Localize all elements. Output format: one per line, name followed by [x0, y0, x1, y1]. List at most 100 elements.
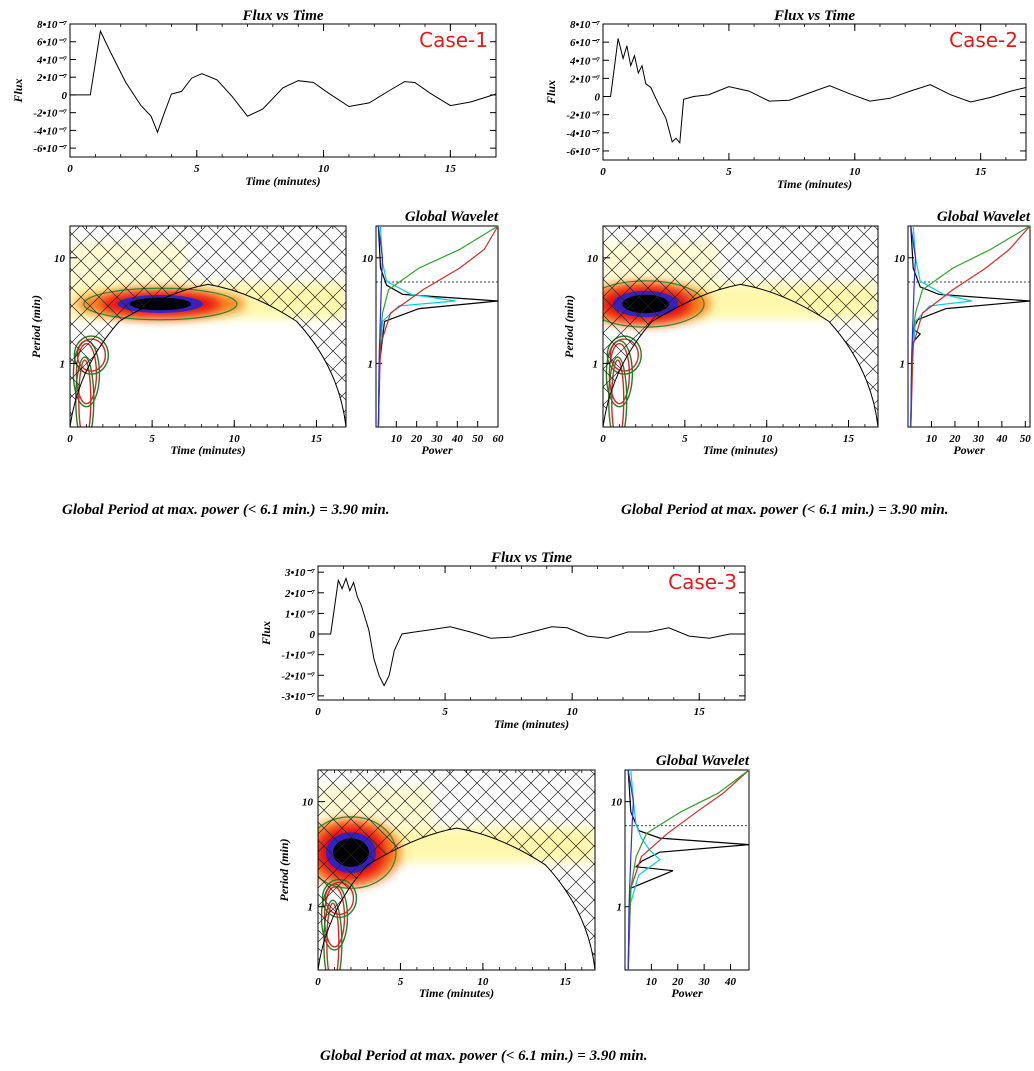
flux-xlabel: Time (minutes) [777, 177, 852, 191]
x-tick-label: 10 [849, 166, 861, 178]
cone-of-influence [318, 770, 595, 970]
flux-series-line [603, 38, 1027, 145]
y-tick-label: 1 [308, 902, 314, 914]
x-tick-label: 15 [975, 166, 987, 178]
wavelet-frame [69, 225, 347, 428]
flux-chart-1: Flux vs Time 0 5 10 15 Time (minutes) 8•10⁻⁷ 6•… [11, 8, 497, 188]
wavelet-spectrum [603, 226, 878, 427]
global-wavelet-series [910, 225, 917, 428]
flux-ylabel: Flux [544, 80, 558, 105]
y-tick-label: 3•10⁻⁷ [284, 567, 315, 579]
y-tick-label: 4•10⁻⁷ [569, 55, 600, 67]
case-label: Case-1 [419, 28, 488, 52]
flux-title: Flux vs Time [490, 550, 572, 566]
cone-of-influence [603, 226, 878, 427]
flux-ylabel: Flux [11, 78, 25, 103]
y-tick-label: 2•10⁻⁷ [36, 72, 67, 84]
y-tick-label: -4•10⁻⁷ [33, 125, 67, 137]
x-tick-label: 20 [671, 976, 684, 988]
y-tick-label: 0 [310, 629, 316, 641]
x-tick-label: 20 [410, 433, 423, 445]
caption-case-3: Global Period at max. power (< 6.1 min.)… [320, 1048, 648, 1064]
wavelet-spectrum [70, 226, 346, 427]
x-tick-label: 0 [600, 433, 606, 445]
x-tick-label: 50 [472, 433, 484, 445]
y-tick-label: 2•10⁻⁷ [284, 588, 315, 600]
x-tick-label: 10 [761, 433, 773, 445]
y-tick-label: 6•10⁻⁷ [570, 37, 600, 49]
wavelet-ylabel: Period (min) [29, 295, 43, 358]
flux-frame [602, 23, 1027, 161]
global-wavelet-xlabel: Power [421, 443, 453, 457]
x-tick-label: 5 [726, 166, 732, 178]
global-wavelet-frame [907, 225, 1031, 428]
caption-case-2: Global Period at max. power (< 6.1 min.)… [621, 502, 949, 518]
y-tick-label: -3•10⁻⁷ [281, 691, 315, 703]
x-tick-label: 5 [682, 433, 688, 445]
x-tick-label: 60 [493, 433, 505, 445]
x-tick-label: 0 [600, 166, 606, 178]
x-tick-label: 15 [311, 433, 323, 445]
x-tick-label: 0 [315, 706, 321, 718]
x-tick-label: 10 [229, 433, 241, 445]
x-tick-label: 10 [926, 433, 938, 445]
global-wavelet-series [377, 225, 499, 428]
y-tick-label: 8•10⁻⁷ [570, 19, 600, 31]
flux-title: Flux vs Time [773, 8, 855, 24]
wavelet-xlabel: Time (minutes) [170, 443, 245, 457]
global-wavelet-series [627, 769, 635, 971]
global-wavelet-1: Global Wavelet 10 20 30 40 50 60 Power 10 1 [362, 209, 504, 457]
x-tick-label: 5 [149, 433, 155, 445]
y-tick-label: 1•10⁻⁷ [285, 608, 315, 620]
x-tick-label: 0 [67, 163, 73, 175]
flux-ylabel: Flux [259, 621, 273, 646]
y-tick-label: 1 [900, 358, 906, 370]
flux-chart-3: Flux vs Time 0 5 10 15 Time (minutes) 3•10⁻⁷ 2•… [259, 550, 746, 731]
global-wavelet-series [910, 225, 972, 428]
flux-frame [69, 23, 497, 158]
global-wavelet-xlabel: Power [953, 443, 985, 457]
x-tick-label: 10 [477, 976, 489, 988]
x-tick-label: 50 [1020, 433, 1032, 445]
x-tick-label: 0 [67, 433, 73, 445]
global-wavelet-3: Global Wavelet 10 20 30 40 Power 10 1 [611, 753, 750, 1000]
y-tick-label: -4•10⁻⁷ [566, 128, 600, 140]
x-tick-label: 15 [694, 706, 706, 718]
flux-chart-2: Flux vs Time 0 5 10 15 Time (minutes) 8•10⁻⁷ 6•… [544, 8, 1027, 191]
x-tick-label: 40 [724, 976, 737, 988]
global-wavelet-series [910, 225, 1031, 428]
x-tick-label: 15 [445, 163, 457, 175]
y-tick-label: 0 [62, 90, 68, 102]
global-wavelet-frame [624, 769, 750, 971]
y-tick-label: 10 [587, 253, 599, 265]
global-wavelet-title: Global Wavelet [405, 209, 499, 225]
y-tick-label: -1•10⁻⁷ [281, 650, 315, 662]
x-tick-label: 10 [567, 706, 579, 718]
x-tick-label: 30 [698, 976, 711, 988]
x-tick-label: 5 [442, 706, 448, 718]
x-tick-label: 20 [948, 433, 961, 445]
y-tick-label: 1 [60, 358, 66, 370]
x-tick-label: 40 [995, 433, 1008, 445]
y-tick-label: 10 [302, 797, 314, 809]
flux-xlabel: Time (minutes) [245, 174, 320, 188]
y-tick-label: 10 [894, 253, 906, 265]
x-tick-label: 10 [318, 163, 330, 175]
flux-xlabel: Time (minutes) [494, 717, 569, 731]
y-tick-label: -6•10⁻⁷ [33, 143, 67, 155]
x-tick-label: 40 [451, 433, 464, 445]
x-tick-label: 15 [843, 433, 855, 445]
y-tick-label: -6•10⁻⁷ [566, 146, 600, 158]
global-wavelet-xlabel: Power [671, 986, 703, 1000]
x-tick-label: 10 [391, 433, 403, 445]
global-wavelet-2: Global Wavelet 10 20 30 40 50 Power 10 1 [894, 209, 1031, 457]
x-tick-label: 5 [398, 976, 404, 988]
x-tick-label: 30 [972, 433, 985, 445]
y-tick-label: 8•10⁻⁷ [37, 19, 67, 31]
cone-of-influence [70, 226, 346, 427]
y-tick-label: 4•10⁻⁷ [36, 54, 67, 66]
y-tick-label: -2•10⁻⁷ [33, 108, 67, 120]
